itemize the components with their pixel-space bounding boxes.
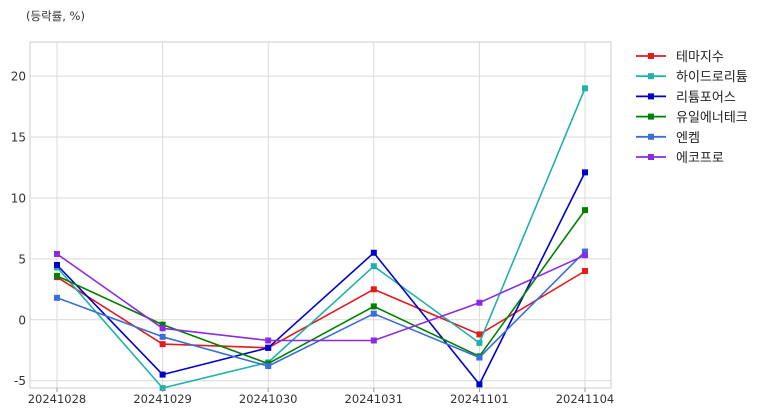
legend-label: 테마지수 bbox=[676, 50, 724, 65]
y-tick-label: 10 bbox=[11, 191, 26, 205]
legend-item: 하이드로리튬 bbox=[636, 70, 748, 85]
data-point-marker bbox=[582, 268, 588, 275]
data-point-marker bbox=[476, 331, 483, 338]
x-tick-label: 20241030 bbox=[239, 392, 298, 406]
data-point-marker bbox=[370, 310, 377, 317]
y-tick-label: 0 bbox=[18, 313, 26, 327]
legend-label: 유일에너테크 bbox=[676, 111, 748, 126]
x-tick-label: 20241101 bbox=[450, 392, 509, 406]
legend-item: 에코프로 bbox=[636, 151, 724, 166]
y-tick-label: 20 bbox=[11, 70, 26, 84]
series-3 bbox=[54, 169, 588, 388]
legend-marker-swatch bbox=[648, 154, 654, 160]
data-point-marker bbox=[370, 263, 377, 270]
legend-item: 엔켐 bbox=[636, 131, 700, 146]
data-point-marker bbox=[476, 381, 483, 388]
data-point-marker bbox=[54, 261, 60, 268]
data-point-marker bbox=[370, 249, 377, 256]
data-point-marker bbox=[370, 286, 377, 293]
data-point-marker bbox=[159, 333, 166, 340]
legend-label: 리튬포어스 bbox=[676, 90, 736, 105]
data-point-marker bbox=[265, 363, 272, 370]
data-point-marker bbox=[159, 321, 166, 328]
legend-marker-swatch bbox=[648, 133, 654, 140]
data-point-marker bbox=[582, 248, 588, 255]
y-tick-label: -5 bbox=[14, 374, 26, 388]
plot-area bbox=[29, 41, 612, 389]
data-point-marker bbox=[54, 294, 60, 301]
series-line bbox=[56, 270, 586, 349]
series-line bbox=[56, 172, 586, 386]
legend-marker-swatch bbox=[648, 53, 654, 59]
legend-label: 엔켐 bbox=[676, 131, 700, 146]
data-point-marker bbox=[159, 341, 166, 348]
data-point-marker bbox=[54, 250, 60, 257]
data-point-marker bbox=[265, 344, 272, 351]
data-point-marker bbox=[582, 207, 588, 214]
series-line bbox=[56, 87, 586, 389]
data-point-marker bbox=[582, 169, 588, 176]
legend-item: 리튬포어스 bbox=[636, 90, 736, 105]
data-point-marker bbox=[370, 337, 377, 344]
x-tick-label: 20241028 bbox=[28, 392, 87, 406]
axes: -5 0 5 10 15 20 20241028 20241029 20241030 202410… bbox=[11, 70, 615, 406]
data-point-marker bbox=[582, 85, 588, 92]
y-tick-label: 5 bbox=[18, 252, 26, 266]
x-tick-label: 20241029 bbox=[133, 392, 192, 406]
x-tick-label: 20241031 bbox=[345, 392, 404, 406]
grid bbox=[30, 42, 611, 388]
legend-label: 에코프로 bbox=[676, 151, 724, 166]
series-line bbox=[56, 253, 586, 342]
data-point-marker bbox=[159, 325, 166, 332]
data-point-marker bbox=[54, 272, 60, 279]
data-point-marker bbox=[476, 339, 483, 346]
legend-marker-swatch bbox=[648, 73, 654, 80]
y-tick-label: 15 bbox=[11, 131, 26, 145]
data-point-marker bbox=[159, 371, 166, 378]
data-point-marker bbox=[370, 303, 377, 310]
legend-item: 유일에너테크 bbox=[636, 111, 748, 126]
legend-marker-swatch bbox=[648, 113, 654, 120]
series-group bbox=[54, 85, 588, 391]
data-point-marker bbox=[476, 354, 483, 361]
legend-marker-swatch bbox=[648, 93, 654, 100]
series-6 bbox=[54, 250, 588, 344]
y-unit-label: (등락률, %) bbox=[26, 9, 85, 23]
x-tick-label: 20241104 bbox=[556, 392, 615, 406]
legend-label: 하이드로리튬 bbox=[676, 70, 748, 85]
legend-item: 테마지수 bbox=[636, 50, 724, 65]
data-point-marker bbox=[265, 337, 272, 344]
data-point-marker bbox=[476, 299, 483, 306]
data-point-marker bbox=[582, 252, 588, 259]
